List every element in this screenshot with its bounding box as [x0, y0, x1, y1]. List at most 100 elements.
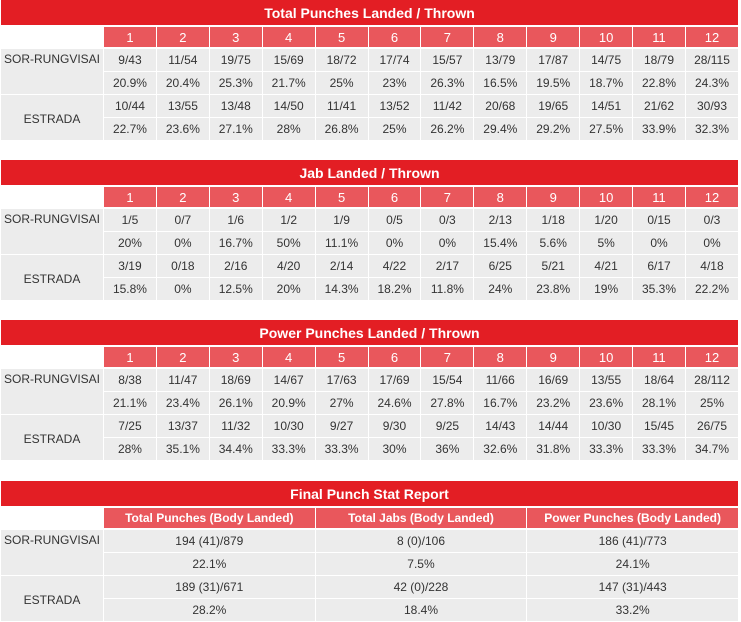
landed-thrown-cell: 14/50 — [262, 95, 315, 118]
landed-thrown-cell: 19/75 — [209, 49, 262, 72]
fighter-totals-row: SOR-RUNGVISAI 194 (41)/879 8 (0)/106 186 (4… — [1, 530, 738, 576]
round-header: 5 — [315, 347, 368, 369]
fighter-total-pct-row: 28.2% 18.4% 33.2% — [1, 599, 738, 622]
percentage-cell: 31.8% — [527, 438, 580, 461]
landed-thrown-cell: 14/75 — [580, 49, 633, 72]
percentage-cell: 28% — [104, 438, 156, 461]
fighter-counts-row: ESTRADA 10/44 13/55 13/48 14/50 11/41 13/52 11/… — [1, 95, 738, 141]
round-header: 8 — [474, 27, 527, 49]
percentage-cell: 23.2% — [527, 392, 580, 415]
landed-thrown-cell: 10/44 — [104, 95, 156, 118]
percentage-cell: 27.5% — [580, 118, 633, 141]
table-title: Power Punches Landed / Thrown — [1, 320, 738, 347]
percentage-cell: 23% — [368, 72, 421, 95]
percentage-cell: 32.6% — [474, 438, 527, 461]
landed-thrown-cell: 0/5 — [368, 209, 421, 232]
landed-thrown-cell: 11/41 — [315, 95, 368, 118]
percentage-cell: 18.2% — [368, 278, 421, 301]
landed-thrown-cell: 20/68 — [474, 95, 527, 118]
fighter-pct-row: 22.7% 23.6% 27.1% 28% 26.8% 25% 26.2% 29.4% 29.2… — [1, 118, 738, 141]
fighter-name: ESTRADA — [1, 415, 103, 461]
landed-thrown-cell: 13/55 — [156, 95, 209, 118]
percentage-cell: 22.8% — [633, 72, 685, 95]
landed-thrown-cell: 10/30 — [262, 415, 315, 438]
round-header: 11 — [633, 347, 685, 369]
landed-thrown-cell: 15/54 — [421, 369, 474, 392]
round-header: 9 — [527, 27, 580, 49]
percentage-cell: 23.8% — [527, 278, 580, 301]
landed-thrown-cell: 13/52 — [368, 95, 421, 118]
landed-thrown-cell: 11/32 — [209, 415, 262, 438]
landed-thrown-cell: 2/17 — [421, 255, 474, 278]
landed-thrown-cell: 9/30 — [368, 415, 421, 438]
landed-thrown-cell: 10/30 — [580, 415, 633, 438]
percentage-cell: 0% — [685, 232, 738, 255]
landed-thrown-cell: 2/14 — [315, 255, 368, 278]
percentage-cell: 14.3% — [315, 278, 368, 301]
percentage-cell: 18.4% — [315, 599, 527, 622]
round-header: 11 — [633, 27, 685, 49]
landed-thrown-cell: 28/112 — [685, 369, 738, 392]
fighter-totals-row: ESTRADA 189 (31)/671 42 (0)/228 147 (31)/44… — [1, 576, 738, 622]
percentage-cell: 21.7% — [262, 72, 315, 95]
round-header: 8 — [474, 347, 527, 369]
percentage-cell: 35.3% — [633, 278, 685, 301]
percentage-cell: 33.3% — [315, 438, 368, 461]
landed-thrown-cell: 15/57 — [421, 49, 474, 72]
landed-thrown-cell: 16/69 — [527, 369, 580, 392]
fighter-pct-row: 28% 35.1% 34.4% 33.3% 33.3% 30% 36% 32.6% 31.8% 3… — [1, 438, 738, 461]
landed-thrown-cell: 9/25 — [421, 415, 474, 438]
percentage-cell: 34.7% — [685, 438, 738, 461]
landed-thrown-cell: 17/69 — [368, 369, 421, 392]
round-header: 12 — [685, 27, 738, 49]
percentage-cell: 5.6% — [527, 232, 580, 255]
landed-thrown-cell: 2/16 — [209, 255, 262, 278]
fighter-pct-row: 21.1% 23.4% 26.1% 20.9% 27% 24.6% 27.8% 16.7% 23… — [1, 392, 738, 415]
landed-thrown-cell: 9/27 — [315, 415, 368, 438]
landed-thrown-cell: 13/48 — [209, 95, 262, 118]
percentage-cell: 0% — [156, 232, 209, 255]
percentage-cell: 20% — [104, 232, 156, 255]
column-header-total-jabs: Total Jabs (Body Landed) — [315, 508, 527, 530]
percentage-cell: 22.2% — [685, 278, 738, 301]
landed-thrown-cell: 1/5 — [104, 209, 156, 232]
percentage-cell: 26.2% — [421, 118, 474, 141]
fighter-name: ESTRADA — [1, 95, 103, 141]
landed-thrown-cell: 18/72 — [315, 49, 368, 72]
landed-thrown-cell: 4/18 — [685, 255, 738, 278]
fighter-name: SOR-RUNGVISAI — [1, 369, 103, 415]
percentage-cell: 20.9% — [262, 392, 315, 415]
landed-thrown-cell: 11/54 — [156, 49, 209, 72]
percentage-cell: 11.1% — [315, 232, 368, 255]
fighter-total-pct-row: 22.1% 7.5% 24.1% — [1, 553, 738, 576]
round-header: 5 — [315, 27, 368, 49]
percentage-cell: 19% — [580, 278, 633, 301]
jab-table: Jab Landed / Thrown 1 2 3 4 5 6 7 8 9 10 11 12 SOR-… — [0, 160, 739, 301]
percentage-cell: 15.8% — [104, 278, 156, 301]
round-header-row: 1 2 3 4 5 6 7 8 9 10 11 12 — [1, 347, 738, 369]
round-header: 9 — [527, 347, 580, 369]
round-header: 1 — [104, 347, 156, 369]
landed-thrown-cell: 18/69 — [209, 369, 262, 392]
landed-thrown-cell: 11/42 — [421, 95, 474, 118]
landed-thrown-cell: 8/38 — [104, 369, 156, 392]
landed-thrown-cell: 4/21 — [580, 255, 633, 278]
landed-thrown-cell: 4/22 — [368, 255, 421, 278]
round-header: 7 — [421, 347, 474, 369]
landed-thrown-cell: 14/44 — [527, 415, 580, 438]
landed-thrown-cell: 9/43 — [104, 49, 156, 72]
percentage-cell: 33.9% — [633, 118, 685, 141]
round-header: 4 — [262, 187, 315, 209]
fighter-name: SOR-RUNGVISAI — [1, 209, 103, 255]
percentage-cell: 24% — [474, 278, 527, 301]
landed-thrown-cell: 17/74 — [368, 49, 421, 72]
fighter-counts-row: SOR-RUNGVISAI 1/5 0/7 1/6 1/2 1/9 0/5 0/3 2/13 1/… — [1, 209, 738, 255]
fighter-name: ESTRADA — [1, 255, 103, 301]
percentage-cell: 18.7% — [580, 72, 633, 95]
percentage-cell: 26.1% — [209, 392, 262, 415]
round-header: 12 — [685, 347, 738, 369]
percentage-cell: 35.1% — [156, 438, 209, 461]
landed-thrown-cell: 18/79 — [633, 49, 685, 72]
round-header: 5 — [315, 187, 368, 209]
round-header: 3 — [209, 347, 262, 369]
